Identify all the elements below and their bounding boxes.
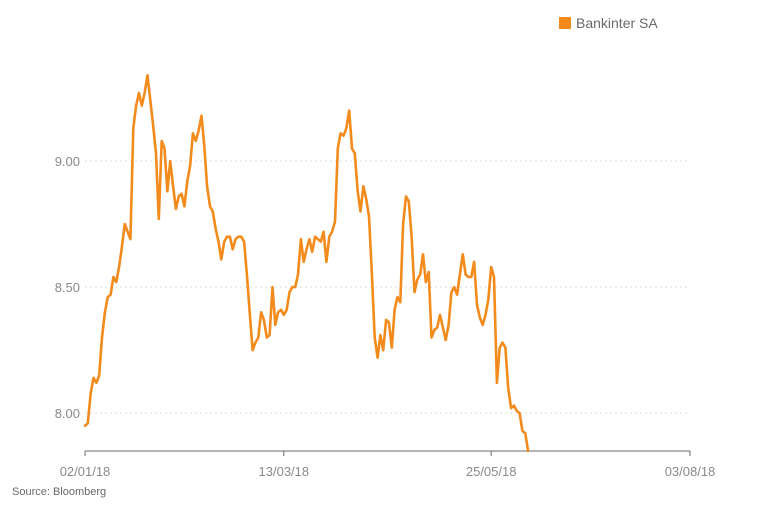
legend: Bankinter SA bbox=[559, 15, 658, 31]
y-tick-label: 8.00 bbox=[55, 406, 80, 421]
x-tick-label: 13/03/18 bbox=[259, 464, 310, 479]
grid-lines bbox=[85, 160, 690, 414]
y-tick-label: 9.00 bbox=[55, 154, 80, 169]
series-group bbox=[83, 74, 530, 453]
legend-swatch bbox=[559, 17, 571, 29]
x-tick-label: 25/05/18 bbox=[466, 464, 517, 479]
x-axis-tick-labels: 02/01/18 13/03/18 25/05/18 03/08/18 bbox=[60, 451, 716, 479]
legend-label: Bankinter SA bbox=[576, 15, 658, 31]
y-tick-label: 8.50 bbox=[55, 280, 80, 295]
x-tick-label: 02/01/18 bbox=[60, 464, 111, 479]
series-line bbox=[83, 74, 530, 453]
source-label: Source: Bloomberg bbox=[12, 486, 107, 498]
y-axis-tick-labels: 8.00 8.50 9.00 bbox=[55, 154, 80, 421]
x-tick-label: 03/08/18 bbox=[665, 464, 716, 479]
